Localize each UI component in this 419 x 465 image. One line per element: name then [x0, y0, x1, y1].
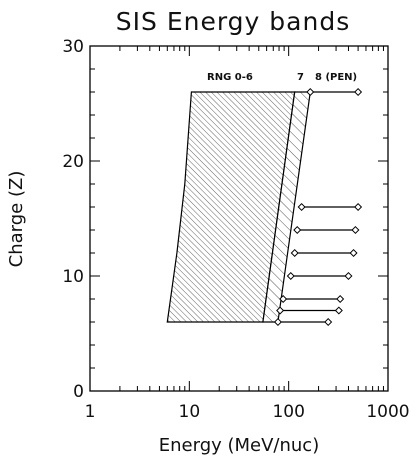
y-tick-label: 30 — [62, 37, 84, 57]
y-tick-label: 10 — [62, 267, 84, 287]
pen-range-min-marker-z12 — [290, 248, 299, 258]
pen-range-min-marker-z26 — [306, 87, 315, 97]
y-tick-label: 0 — [73, 382, 84, 402]
annotation-range-8-pen: 8 (PEN) — [315, 72, 357, 83]
pen-range-max-marker-z7 — [334, 306, 343, 315]
pen-range-max-marker-z10 — [344, 271, 353, 281]
pen-range-min-marker-z6 — [273, 317, 282, 327]
pen-range-min-marker-z10 — [286, 271, 295, 281]
x-tick-label: 10 — [179, 402, 201, 422]
x-axis-label: Energy (MeV/nuc) — [159, 435, 319, 456]
annotation-rng-0-6: RNG 0-6 — [207, 72, 253, 83]
x-tick-label: 1 — [85, 402, 96, 422]
y-tick-label: 20 — [62, 152, 84, 172]
pen-ranges-layer — [273, 87, 363, 327]
pen-range-min-marker-z7 — [276, 306, 285, 315]
ticks-layer — [89, 45, 389, 392]
annotation-range-7: 7 — [297, 72, 304, 83]
pen-range-max-marker-z26 — [354, 87, 363, 97]
pen-range-min-marker-z14 — [293, 225, 302, 235]
pen-range-max-marker-z6 — [324, 317, 333, 327]
x-tick-label: 1000 — [366, 402, 409, 422]
plot-frame — [89, 45, 389, 392]
pen-range-min-marker-z16 — [297, 202, 306, 212]
pen-range-max-marker-z16 — [354, 202, 363, 212]
y-axis-label: Charge (Z) — [6, 171, 27, 268]
bands-layer — [166, 91, 311, 323]
tick-labels-layer: 1 10 100 1000 0 10 20 30 — [62, 37, 409, 422]
pen-range-max-marker-z12 — [349, 248, 358, 258]
pen-range-max-marker-z8 — [336, 294, 345, 304]
pen-range-max-marker-z14 — [351, 225, 360, 235]
pen-range-min-marker-z8 — [279, 294, 288, 304]
x-tick-label: 100 — [272, 402, 304, 422]
chart-title: SIS Energy bands — [116, 7, 350, 36]
